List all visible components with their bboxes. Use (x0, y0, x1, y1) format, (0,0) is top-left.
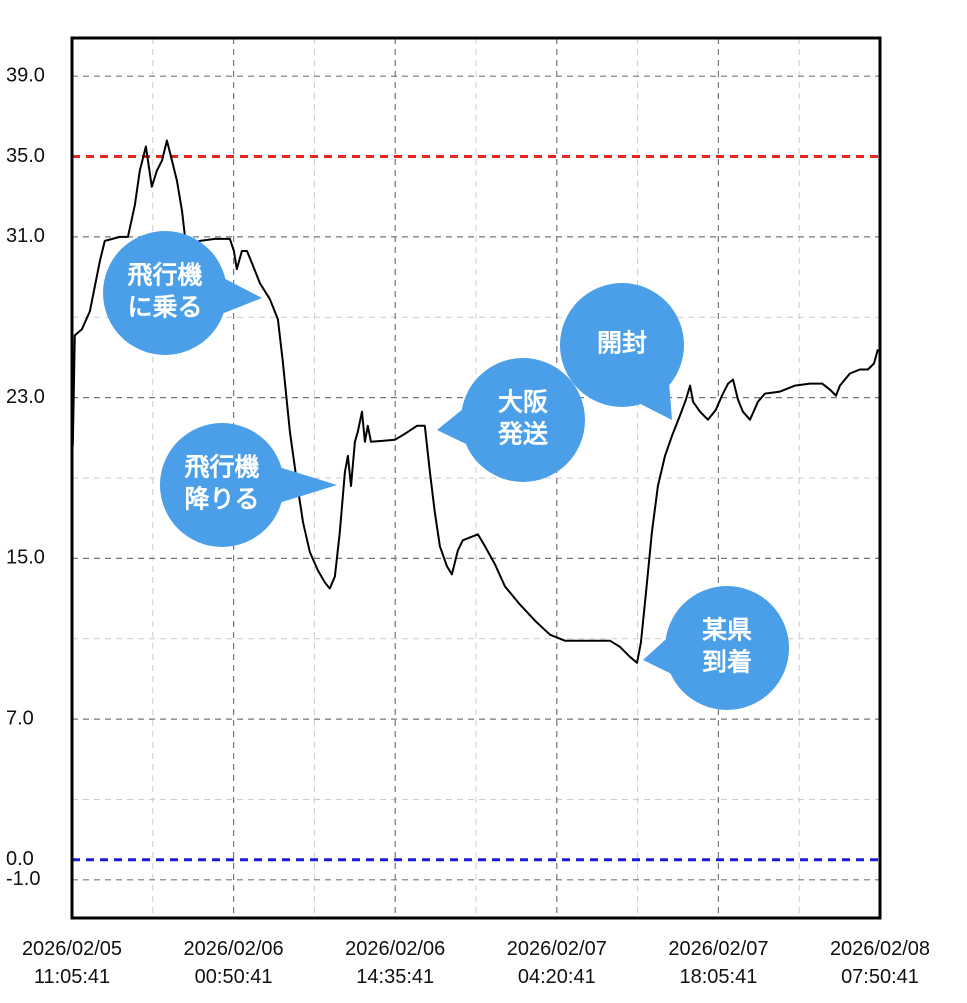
y-tick-label: 7.0 (6, 707, 34, 729)
x-tick-label: 2026/02/08 07:50:41 (830, 938, 930, 988)
annotation-bubble (103, 231, 227, 355)
annotation-bubble (160, 423, 284, 547)
annotation-tail (223, 278, 262, 314)
annotation-text: 発送 (497, 420, 548, 449)
data-line (71, 139, 879, 664)
y-tick-label: 31.0 (6, 225, 45, 247)
x-tick-label: 2026/02/07 04:20:41 (507, 938, 607, 988)
x-tick-label: 2026/02/07 18:05:41 (668, 938, 768, 988)
annotation-text: 飛行機 (127, 262, 202, 290)
annotation-tail (437, 409, 466, 444)
annotation: 開封 (560, 283, 684, 420)
annotation-text: 降りる (184, 486, 259, 514)
annotation-text: に乗る (127, 294, 202, 322)
annotation-tail (281, 467, 337, 503)
y-tick-label: -1.0 (6, 868, 40, 890)
x-tick-label: 2026/02/06 14:35:41 (345, 938, 445, 988)
plot-frame (70, 36, 882, 920)
annotation-bubble (665, 586, 789, 710)
annotation-bubble (560, 283, 684, 407)
x-tick-label: 2026/02/06 00:50:41 (184, 938, 284, 988)
y-tick-label: 23.0 (6, 386, 45, 408)
x-tick-label: 2026/02/05 11:05:41 (22, 938, 122, 988)
annotation-bubble (461, 358, 585, 482)
annotation-text: 開封 (597, 330, 647, 358)
y-tick-label: 35.0 (6, 145, 45, 167)
annotation-tail (640, 385, 672, 420)
annotation-text: 飛行機 (184, 454, 259, 482)
annotation-text: 大阪 (498, 389, 548, 417)
y-tick-label: 39.0 (6, 64, 45, 86)
annotation-text: 到着 (702, 648, 752, 677)
annotation-text: 某県 (702, 617, 752, 645)
annotation-tail (643, 639, 671, 674)
y-tick-label: 15.0 (6, 547, 45, 569)
y-tick-label: 0.0 (6, 848, 34, 870)
